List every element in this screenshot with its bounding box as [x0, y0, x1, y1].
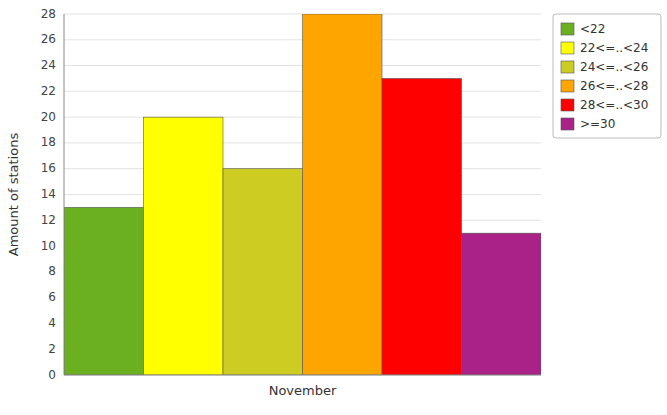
y-ticks: 0246810121416182022242628 — [41, 7, 56, 382]
y-tick-label: 2 — [48, 342, 56, 356]
legend: <22 22<=..<24 24<=..<26 26<=..<28 28<=..<30 >… — [553, 14, 661, 138]
bar — [144, 117, 224, 375]
y-tick-label: 26 — [41, 32, 56, 46]
y-axis-line — [64, 14, 65, 375]
y-tick-label: 4 — [48, 316, 56, 330]
grid — [64, 14, 541, 375]
y-tick-label: 8 — [48, 264, 56, 278]
y-tick-label: 22 — [41, 84, 56, 98]
bar — [382, 78, 462, 375]
y-tick-label: 28 — [41, 7, 56, 21]
bars — [64, 14, 541, 375]
legend-swatch — [561, 23, 574, 35]
bar — [303, 14, 383, 375]
legend-swatch — [561, 80, 574, 92]
y-tick-label: 24 — [41, 58, 56, 72]
legend-label: 22<=..<24 — [580, 41, 648, 55]
bar — [64, 207, 144, 375]
y-tick-label: 20 — [41, 110, 56, 124]
y-tick-label: 0 — [48, 368, 56, 382]
y-tick-label: 10 — [41, 239, 56, 253]
x-tick-label: November — [269, 383, 337, 398]
chart-container: 0246810121416182022242628NovemberAmount … — [0, 0, 667, 415]
chart: 0246810121416182022242628NovemberAmount … — [0, 0, 667, 415]
y-tick-label: 6 — [48, 290, 56, 304]
legend-swatch — [561, 61, 574, 73]
y-tick-label: 12 — [41, 213, 56, 227]
bar — [223, 169, 303, 375]
bar — [462, 233, 542, 375]
legend-label: >=30 — [580, 117, 615, 131]
y-tick-label: 16 — [41, 161, 56, 175]
legend-label: 26<=..<28 — [580, 79, 648, 93]
legend-swatch — [561, 99, 574, 111]
y-axis-label: Amount of stations — [6, 133, 21, 257]
legend-label: 24<=..<26 — [580, 60, 648, 74]
y-tick-label: 14 — [41, 187, 56, 201]
y-tick-label: 18 — [41, 135, 56, 149]
grid-line — [64, 375, 541, 376]
legend-label: 28<=..<30 — [580, 98, 648, 112]
x-axis-line — [64, 375, 541, 376]
legend-label: <22 — [580, 22, 605, 36]
legend-swatch — [561, 42, 574, 54]
legend-swatch — [561, 118, 574, 130]
legend-box — [553, 14, 661, 138]
